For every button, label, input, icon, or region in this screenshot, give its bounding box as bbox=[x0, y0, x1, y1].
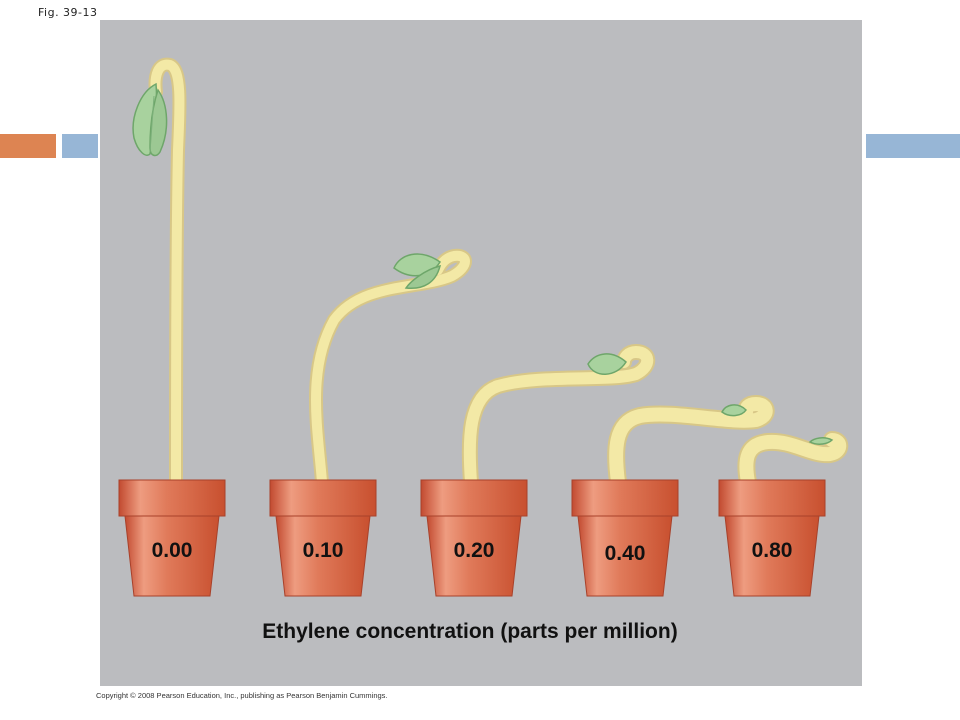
copyright-notice: Copyright © 2008 Pearson Education, Inc.… bbox=[96, 691, 388, 700]
pot-concentration-label: 0.10 bbox=[302, 539, 344, 562]
seedling-icon bbox=[737, 431, 849, 491]
flower-pot-icon bbox=[118, 479, 226, 597]
figure-caption: Ethylene concentration (parts per millio… bbox=[262, 620, 678, 643]
seedling-icon bbox=[607, 395, 775, 491]
flower-pot-icon bbox=[718, 479, 826, 597]
flower-pot-icon bbox=[420, 479, 528, 597]
pot-concentration-label: 0.00 bbox=[151, 539, 193, 562]
seedling-icon bbox=[148, 57, 187, 489]
figure-label: Fig. 39-13 bbox=[38, 6, 98, 19]
pot-concentration-label: 0.40 bbox=[604, 542, 646, 565]
flower-pot-icon bbox=[571, 479, 679, 597]
flower-pot-icon bbox=[269, 479, 377, 597]
pot-concentration-label: 0.80 bbox=[751, 539, 793, 562]
seedling-icon bbox=[461, 344, 656, 490]
accent-bar-blue-left bbox=[62, 134, 98, 158]
seedling-icon bbox=[309, 248, 472, 489]
accent-bar-blue-right bbox=[866, 134, 960, 158]
seedling-leaves bbox=[132, 82, 834, 445]
seedling-stems bbox=[148, 57, 849, 491]
pot-concentration-label: 0.20 bbox=[453, 539, 495, 562]
accent-bar-orange bbox=[0, 134, 56, 158]
flower-pots bbox=[118, 479, 826, 597]
